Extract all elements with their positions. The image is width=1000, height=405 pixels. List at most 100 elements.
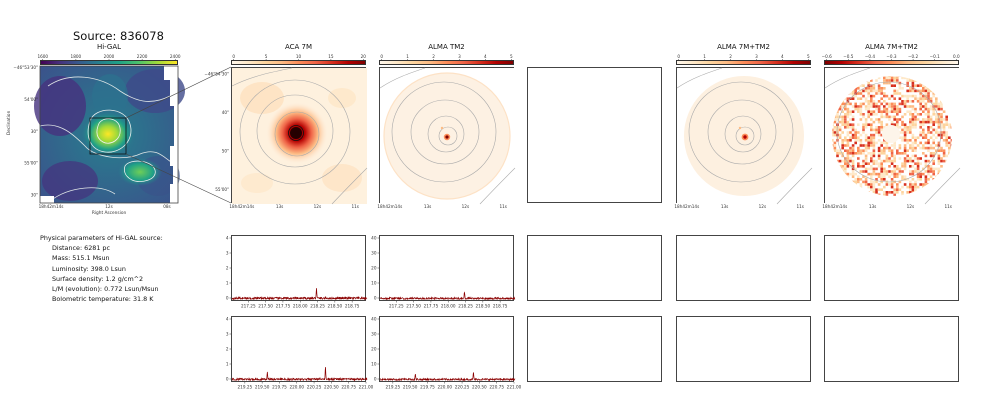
noise-pixel	[872, 167, 876, 171]
noise-pixel	[909, 89, 912, 93]
noise-pixel	[898, 84, 902, 87]
colorbar-tick-label: 4	[781, 54, 784, 59]
colorbar-tick-label: 3	[755, 54, 758, 59]
noise-pixel	[864, 107, 868, 111]
noise-pixel	[906, 178, 909, 181]
noise-pixel	[903, 128, 907, 132]
colorbar-tick-label: 0	[380, 54, 383, 59]
noise-pixel	[919, 123, 922, 126]
noise-pixel	[862, 165, 865, 168]
noise-pixel	[846, 107, 850, 111]
aca7m-image	[231, 67, 368, 205]
noise-pixel	[849, 92, 852, 95]
noise-pixel	[880, 188, 883, 191]
noise-pixel	[937, 113, 941, 116]
noise-pixel	[909, 94, 912, 98]
noise-pixel	[901, 185, 904, 189]
noise-pixel	[885, 107, 889, 111]
spectrum-y-tick-label: 2	[226, 266, 229, 271]
noise-pixel	[922, 146, 925, 150]
noise-pixel	[880, 172, 883, 176]
noise-pixel	[880, 149, 883, 152]
noise-pixel	[864, 154, 868, 158]
noise-pixel	[833, 128, 837, 132]
noise-pixel	[909, 180, 912, 184]
noise-pixel	[911, 183, 915, 186]
noise-pixel	[877, 92, 881, 95]
noise-pixel	[888, 165, 891, 168]
almatm2-colorbar-ticks: 0 1 2 3 4 5	[380, 54, 513, 61]
noise-pixel	[916, 185, 920, 189]
noise-pixel	[875, 113, 878, 116]
noise-pixel	[877, 146, 881, 150]
noise-pixel	[937, 149, 941, 152]
noise-pixel	[911, 84, 915, 87]
noise-pixel	[880, 92, 883, 95]
noise-pixel	[896, 107, 899, 111]
noise-pixel	[854, 139, 857, 142]
noise-pixel	[854, 87, 857, 90]
noise-pixel	[872, 128, 876, 132]
noise-pixel	[940, 136, 943, 139]
noise-pixel	[862, 102, 865, 106]
noise-pixel	[862, 149, 865, 152]
noise-pixel	[909, 105, 912, 108]
noise-pixel	[935, 115, 938, 119]
noise-pixel	[867, 172, 870, 176]
noise-pixel	[945, 123, 948, 126]
noise-pixel	[838, 105, 842, 108]
spectrum-x-tick-label: 219.25	[238, 385, 253, 390]
noise-pixel	[851, 152, 855, 155]
noise-pixel	[932, 113, 935, 116]
noise-pixel	[929, 175, 933, 178]
noise-pixel	[838, 159, 842, 163]
noise-pixel	[867, 89, 870, 93]
x-tick-label: 13s	[721, 204, 729, 209]
noise-pixel	[901, 87, 904, 90]
almatm2-title: ALMA TM2	[428, 43, 465, 51]
noise-pixel	[932, 162, 935, 165]
noise-pixel	[867, 123, 870, 126]
noise-pixel	[870, 110, 873, 113]
noise-pixel	[945, 139, 948, 142]
noise-pixel	[864, 97, 868, 100]
noise-pixel	[885, 110, 889, 113]
noise-pixel	[870, 185, 873, 189]
noise-pixel	[929, 146, 933, 150]
x-tick-label: 11s	[351, 204, 359, 209]
noise-pixel	[909, 123, 912, 126]
noise-pixel	[901, 175, 904, 178]
noise-pixel	[906, 94, 909, 98]
noise-pixel	[903, 167, 907, 171]
noise-pixel	[832, 128, 834, 132]
noise-pixel	[919, 97, 922, 100]
noise-pixel	[890, 79, 894, 82]
noise-pixel	[872, 180, 876, 184]
noise-pixel	[890, 183, 894, 186]
noise-pixel	[867, 100, 870, 103]
noise-pixel	[875, 191, 878, 194]
spectrum-y-tick-label: 20	[371, 347, 377, 352]
noise-pixel	[896, 175, 899, 178]
noise-pixel	[914, 84, 917, 87]
colorbar-tick-label: −0.6	[822, 54, 833, 59]
noise-pixel	[914, 126, 917, 129]
noise-pixel	[937, 146, 941, 150]
noise-pixel	[950, 139, 952, 142]
noise-pixel	[885, 159, 889, 163]
noise-pixel	[911, 94, 915, 98]
noise-pixel	[862, 144, 865, 147]
noise-pixel	[909, 128, 912, 132]
noise-pixel	[880, 165, 883, 168]
noise-pixel	[937, 105, 941, 108]
noise-pixel	[849, 157, 852, 160]
noise-pixel	[942, 123, 946, 126]
spectrum-x-tick-label: 218.00	[441, 304, 456, 309]
noise-pixel	[924, 87, 928, 90]
noise-pixel	[880, 115, 883, 119]
noise-pixel	[929, 154, 933, 158]
noise-pixel	[927, 146, 930, 150]
combined-image	[676, 67, 813, 205]
noise-pixel	[864, 87, 868, 90]
noise-pixel	[927, 110, 930, 113]
